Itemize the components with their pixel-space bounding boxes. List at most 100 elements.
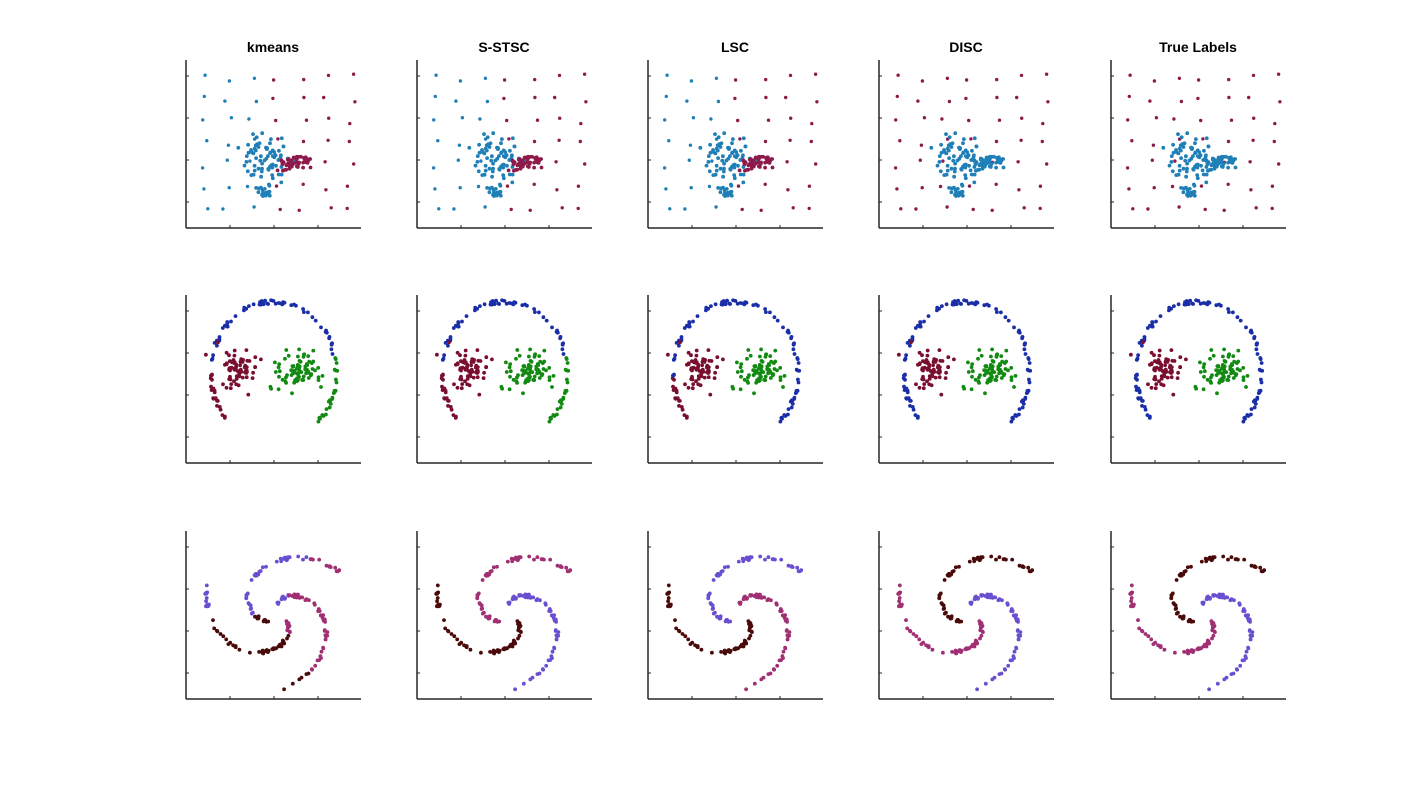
data-point: [1149, 637, 1154, 642]
data-point: [284, 381, 288, 385]
data-point: [292, 380, 297, 385]
data-point: [306, 376, 311, 380]
data-point: [442, 386, 447, 391]
data-point: [324, 330, 329, 335]
data-point: [455, 324, 460, 329]
data-point: [709, 602, 714, 607]
data-point: [1182, 186, 1186, 191]
data-point: [250, 150, 254, 155]
data-point: [751, 373, 756, 377]
data-point: [479, 650, 483, 655]
data-point: [713, 302, 718, 307]
data-point: [1252, 405, 1257, 410]
data-point: [560, 206, 564, 210]
data-point: [995, 77, 999, 82]
data-point: [245, 184, 250, 189]
data-point: [696, 377, 701, 381]
data-point: [945, 168, 950, 173]
data-point: [488, 650, 492, 654]
panel-r1-c5: [1110, 60, 1286, 229]
data-point: [899, 207, 903, 211]
data-point: [979, 555, 983, 559]
data-point: [324, 634, 328, 639]
data-point: [731, 298, 735, 303]
data-point: [1247, 95, 1251, 100]
data-point: [1278, 100, 1282, 104]
data-point: [277, 148, 281, 153]
data-point: [1249, 634, 1253, 639]
data-point: [741, 180, 746, 185]
data-point: [716, 99, 721, 104]
data-point: [469, 363, 473, 368]
data-point: [324, 188, 328, 192]
data-point: [1235, 667, 1239, 672]
data-point: [499, 141, 503, 146]
data-point: [813, 72, 818, 76]
data-point: [226, 143, 231, 147]
data-point: [730, 141, 734, 146]
data-point: [302, 310, 306, 314]
data-point: [687, 158, 691, 162]
data-point: [763, 139, 768, 144]
data-point: [1001, 165, 1006, 170]
data-point: [691, 319, 695, 324]
data-point: [966, 360, 970, 365]
data-point: [1248, 637, 1253, 642]
data-point: [1044, 72, 1049, 76]
data-point: [1199, 163, 1203, 168]
data-point: [324, 563, 329, 568]
data-point: [505, 118, 509, 123]
data-point: [1021, 565, 1026, 569]
data-point: [578, 139, 582, 144]
data-point: [441, 377, 445, 382]
data-point: [1209, 381, 1213, 385]
data-point: [1241, 366, 1246, 370]
data-point: [1198, 301, 1203, 306]
data-point: [294, 303, 298, 308]
data-point: [689, 79, 694, 83]
data-point: [775, 663, 780, 668]
data-point: [895, 187, 899, 191]
data-point: [688, 143, 693, 147]
data-point: [518, 593, 523, 598]
data-point: [333, 565, 338, 570]
data-point: [541, 315, 546, 320]
data-point: [765, 367, 770, 372]
data-point: [1243, 654, 1248, 659]
data-point: [1211, 555, 1215, 559]
data-point: [1244, 325, 1248, 330]
data-point: [457, 642, 462, 646]
data-point: [478, 602, 483, 607]
data-point: [1270, 206, 1274, 211]
data-point: [1156, 643, 1160, 648]
data-point: [260, 166, 264, 171]
data-point: [994, 374, 999, 379]
data-point: [988, 363, 993, 367]
data-point: [267, 183, 272, 188]
data-point: [667, 139, 671, 143]
data-point: [779, 658, 783, 662]
data-point: [1200, 168, 1205, 173]
data-point: [227, 353, 231, 358]
data-point: [972, 180, 977, 185]
data-point: [564, 357, 569, 361]
data-point: [257, 186, 261, 191]
data-point: [763, 374, 768, 379]
data-point: [917, 385, 922, 390]
data-point: [1172, 602, 1177, 607]
data-point: [730, 150, 735, 155]
data-point: [1232, 359, 1237, 364]
data-point: [696, 374, 701, 378]
data-point: [1180, 142, 1185, 147]
data-point: [318, 654, 323, 659]
data-point: [694, 379, 698, 384]
data-point: [988, 372, 993, 376]
data-point: [952, 154, 956, 159]
data-point: [508, 374, 512, 379]
data-point: [1227, 77, 1231, 82]
data-point: [747, 628, 752, 633]
data-point: [551, 374, 556, 378]
data-point: [511, 377, 516, 382]
data-point: [435, 352, 439, 357]
data-point: [304, 370, 309, 374]
